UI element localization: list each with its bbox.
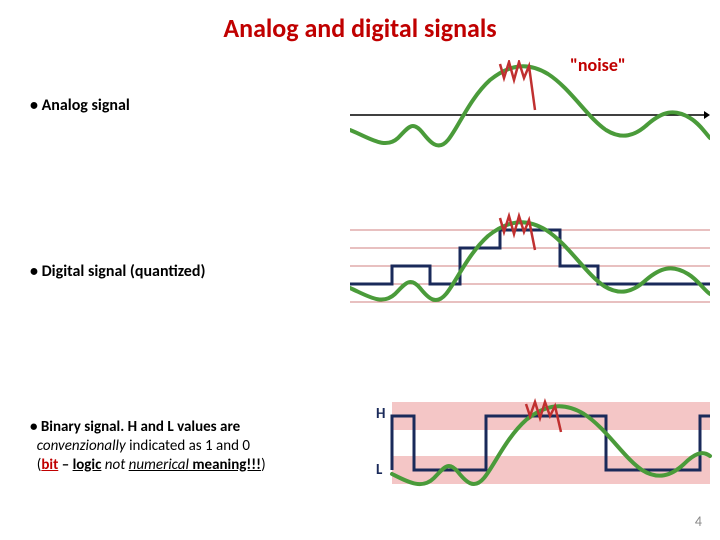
svg-text:H: H [376, 405, 385, 423]
page-number: 4 [695, 513, 702, 530]
digital-bullet: • Digital signal (quantized) [30, 262, 205, 281]
binary-lead: • Binary signal. H and L values are [30, 418, 240, 436]
bit-word: bit [41, 456, 58, 474]
digital-chart [350, 210, 710, 320]
binary-chart: HL [392, 390, 710, 500]
binary-bullet: • Binary signal. H and L values are conv… [30, 418, 370, 474]
dash: – [58, 456, 72, 474]
svg-text:L: L [376, 461, 383, 479]
analog-bullet: • Analog signal [30, 96, 130, 115]
num-word: numerical [129, 456, 189, 474]
binary-rest: indicated as 1 and 0 [126, 437, 250, 455]
page-title: Analog and digital signals [0, 0, 720, 44]
meaning-word: meaning!!! [189, 456, 261, 474]
binary-conv: convenzionally [37, 437, 126, 455]
not-word: not [101, 456, 128, 474]
logic-word: logic [73, 456, 102, 474]
paren-close: ) [261, 456, 266, 474]
noise-label: "noise" [570, 54, 626, 76]
analog-chart [350, 60, 710, 170]
